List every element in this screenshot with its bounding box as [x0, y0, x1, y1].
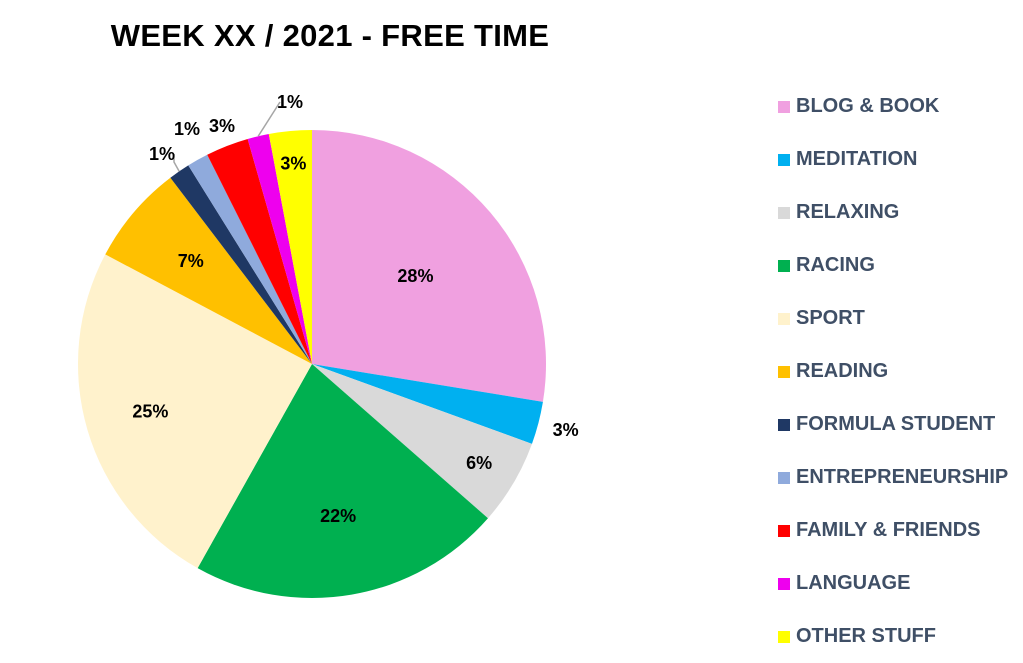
legend-swatch: [778, 630, 790, 643]
legend-item-formula-student: FORMULA STUDENT: [778, 398, 1018, 451]
slice-sport: [77, 254, 312, 569]
data-label-formula-student: 1%: [149, 144, 175, 164]
data-label-entrepreneurship: 1%: [174, 119, 200, 139]
leader-line-formula-student: [173, 154, 180, 172]
legend-item-entrepreneurship: ENTREPRENEURSHIP: [778, 451, 1018, 504]
slice-entrepreneurship: [188, 154, 312, 364]
legend-item-reading: READING: [778, 345, 1018, 398]
data-label-meditation: 3%: [553, 420, 579, 440]
legend-label: READING: [796, 360, 889, 382]
legend-label: SPORT: [796, 307, 865, 329]
legend-item-blog-and-book: BLOG & BOOK: [778, 80, 1018, 133]
legend-item-family-and-friends: FAMILY & FRIENDS: [778, 504, 1018, 557]
data-label-reading: 7%: [178, 251, 204, 271]
legend-item-meditation: MEDITATION: [778, 133, 1018, 186]
legend-item-language: LANGUAGE: [778, 557, 1018, 610]
slice-blog-and-book: [312, 130, 547, 402]
legend-label: BLOG & BOOK: [796, 95, 940, 117]
slice-reading: [105, 177, 312, 364]
data-label-language: 1%: [277, 92, 303, 112]
slice-relaxing: [312, 364, 532, 519]
data-label-sport: 25%: [132, 402, 168, 422]
legend: BLOG & BOOK MEDITATION RELAXING RACING SPORT…: [778, 80, 1018, 663]
legend-swatch: [778, 153, 790, 166]
legend-swatch: [778, 206, 790, 219]
legend-label: OTHER STUFF: [796, 625, 936, 647]
legend-item-racing: RACING: [778, 239, 1018, 292]
slice-other-stuff: [268, 130, 312, 364]
slice-family-and-friends: [207, 139, 312, 364]
legend-label: ENTREPRENEURSHIP: [796, 466, 1009, 488]
leader-line-language: [257, 101, 281, 137]
data-label-blog-and-book: 28%: [397, 266, 433, 286]
slice-meditation: [312, 364, 543, 444]
legend-swatch: [778, 418, 790, 431]
slice-racing: [197, 364, 488, 599]
legend-swatch: [778, 524, 790, 537]
legend-swatch: [778, 365, 790, 378]
data-label-relaxing: 6%: [466, 453, 492, 473]
data-label-racing: 22%: [320, 506, 356, 526]
data-label-other-stuff: 3%: [280, 154, 306, 174]
legend-swatch: [778, 471, 790, 484]
legend-swatch: [778, 312, 790, 325]
slice-language: [247, 134, 312, 364]
chart-title: WEEK XX / 2021 - FREE TIME: [110, 18, 550, 53]
pie-chart: 28% 3% 6% 22% 25% 7% 1% 1% 3% 1% 3%: [77, 92, 579, 599]
slice-formula-student: [170, 165, 312, 364]
legend-item-other-stuff: OTHER STUFF: [778, 610, 1018, 663]
legend-swatch: [778, 577, 790, 590]
legend-label: MEDITATION: [796, 148, 918, 170]
data-label-family-and-friends: 3%: [209, 116, 235, 136]
legend-label: FORMULA STUDENT: [796, 413, 996, 435]
legend-label: RELAXING: [796, 201, 900, 223]
legend-swatch: [778, 100, 790, 113]
legend-label: FAMILY & FRIENDS: [796, 519, 981, 541]
legend-item-relaxing: RELAXING: [778, 186, 1018, 239]
legend-label: LANGUAGE: [796, 572, 911, 594]
legend-label: RACING: [796, 254, 875, 276]
legend-item-sport: SPORT: [778, 292, 1018, 345]
legend-swatch: [778, 259, 790, 272]
